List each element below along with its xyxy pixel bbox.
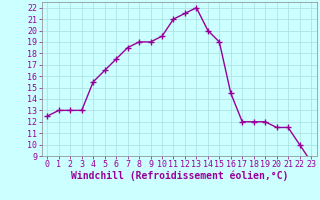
X-axis label: Windchill (Refroidissement éolien,°C): Windchill (Refroidissement éolien,°C) (70, 171, 288, 181)
